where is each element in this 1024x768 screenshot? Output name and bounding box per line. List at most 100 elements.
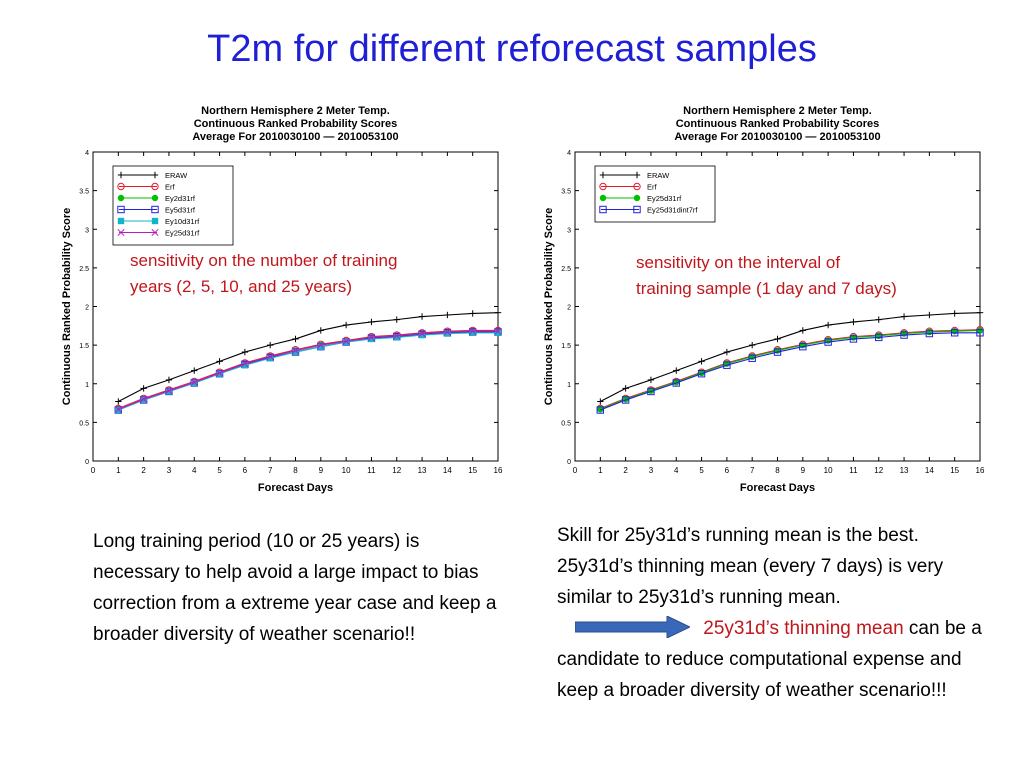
x-tick-label: 14: [443, 466, 452, 475]
legend-marker: [633, 194, 641, 202]
x-tick-label: 7: [268, 466, 273, 475]
data-point: [773, 348, 782, 356]
data-point: [900, 331, 908, 339]
legend-entry: Ey5d31rf: [117, 206, 196, 215]
data-point: [115, 398, 122, 405]
x-tick-label: 9: [801, 466, 806, 475]
legend-entry: Erf: [117, 183, 176, 192]
data-point: [418, 313, 426, 320]
data-point: [799, 342, 807, 351]
data-point: [191, 379, 198, 387]
x-tick-label: 8: [775, 466, 780, 475]
data-point: [824, 338, 832, 346]
legend-entry: ERAW: [117, 171, 188, 180]
chart-subtitle: Continuous Ranked Probability Scores: [194, 118, 398, 130]
legend-label: Ey25d31dint7rf: [647, 206, 698, 215]
legend-label: Ey10d31rf: [165, 217, 200, 226]
right-chart-annotation: sensitivity on the interval of training …: [636, 250, 897, 302]
data-point: [266, 353, 274, 361]
x-tick-label: 9: [319, 466, 324, 475]
series-ERAW: [115, 309, 502, 405]
legend-marker: [633, 205, 641, 214]
data-point: [140, 395, 148, 403]
y-tick-label: 2.5: [561, 266, 571, 273]
legend-label: ERAW: [165, 171, 188, 180]
legend-marker: [151, 228, 159, 237]
data-point: [317, 343, 325, 350]
left-chart-annotation: sensitivity on the number of training ye…: [130, 248, 397, 300]
data-point: [393, 316, 400, 323]
y-tick-label: 2: [85, 305, 89, 312]
right-arrow-icon: [575, 615, 690, 638]
legend-label: Erf: [647, 183, 658, 192]
legend-entry: Ey25d31dint7rf: [599, 205, 698, 215]
series-Erf: [114, 326, 502, 413]
series-Ey25d31rf: [114, 327, 502, 413]
data-point: [368, 318, 375, 326]
x-tick-label: 10: [342, 466, 351, 475]
x-tick-label: 8: [293, 466, 298, 475]
data-point: [875, 333, 883, 342]
data-point: [697, 370, 706, 378]
x-tick-label: 12: [392, 466, 401, 475]
y-axis-label: Continuous Ranked Probability Score: [61, 208, 73, 405]
y-tick-label: 3: [567, 227, 571, 234]
y-tick-label: 3.5: [561, 189, 571, 196]
series-Ey10d31rf: [115, 329, 502, 414]
data-point: [597, 398, 604, 405]
data-point: [393, 334, 400, 341]
data-point: [748, 354, 756, 362]
series-Ey2d31rf: [115, 328, 502, 413]
x-tick-label: 5: [699, 466, 704, 475]
data-point: [976, 309, 984, 316]
y-tick-label: 1.5: [79, 343, 89, 350]
legend-marker: [599, 171, 607, 179]
data-point: [165, 376, 173, 384]
data-point: [191, 367, 198, 374]
series-line: [118, 330, 498, 410]
series-Ey5d31rf: [114, 328, 502, 414]
right-text-part2: can be a candidate to reduce computation…: [557, 618, 982, 701]
legend-box: [112, 165, 234, 246]
legend-label: Ey25d31rf: [647, 194, 682, 203]
x-tick-label: 4: [674, 466, 679, 475]
y-tick-label: 0: [85, 459, 89, 466]
y-tick-label: 0.5: [561, 420, 571, 427]
x-tick-label: 11: [367, 466, 376, 475]
data-point: [494, 327, 502, 335]
y-tick-label: 3: [85, 227, 89, 234]
x-tick-label: 2: [623, 466, 628, 475]
legend-marker: [599, 194, 607, 202]
chart-subtitle: Continuous Ranked Probability Scores: [676, 118, 880, 130]
data-point: [266, 341, 274, 349]
left-annotation-line2: years (2, 5, 10, and 25 years): [130, 277, 353, 296]
data-point: [165, 388, 173, 395]
x-tick-label: 11: [849, 466, 858, 475]
y-tick-label: 0.5: [79, 420, 89, 427]
data-point: [925, 329, 934, 338]
x-tick-label: 13: [418, 466, 427, 475]
series-line: [600, 329, 981, 410]
data-point: [241, 348, 249, 356]
data-point: [647, 376, 655, 384]
legend-label: Ey25d31rf: [165, 229, 200, 238]
chart-date-range: Average For 2010030100 — 2010053100: [192, 131, 398, 143]
data-point: [950, 329, 959, 337]
data-point: [241, 362, 249, 369]
legend-entry: Ey10d31rf: [117, 217, 200, 226]
data-point: [367, 333, 375, 341]
data-point: [241, 360, 249, 368]
data-point: [443, 328, 451, 336]
right-text-part1: Skill for 25y31d’s running mean is the b…: [557, 525, 944, 608]
data-point: [698, 358, 705, 365]
series-Ey25d31rf: [597, 327, 984, 413]
legend-label: Ey2d31rf: [165, 194, 196, 203]
data-point: [494, 329, 502, 336]
data-point: [774, 335, 781, 343]
series-line: [118, 332, 498, 411]
legend-entry: Ey25d31rf: [117, 228, 200, 238]
data-point: [926, 311, 933, 319]
x-tick-label: 15: [950, 466, 959, 475]
right-annotation-line2: training sample (1 day and 7 days): [636, 279, 897, 298]
crps-chart-right: Northern Hemisphere 2 Meter Temp.Continu…: [543, 105, 985, 494]
